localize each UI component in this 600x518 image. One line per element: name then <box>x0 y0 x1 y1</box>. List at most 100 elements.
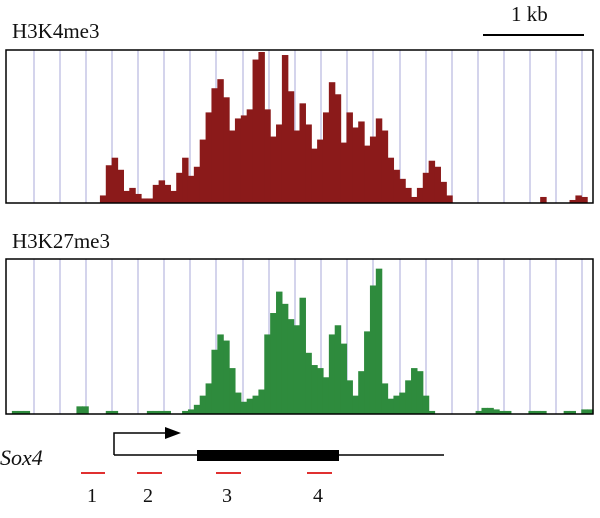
h3k4me3-signal-bar <box>217 79 224 203</box>
fragment-label-2: 2 <box>143 485 153 507</box>
h3k4me3-signal-bar <box>264 109 271 203</box>
h3k27me3-signal-bar <box>246 398 254 414</box>
h3k4me3-signal-bar <box>123 190 130 203</box>
h3k27me3-signal-bar <box>587 409 594 414</box>
h3k27me3-signal-bar <box>17 410 25 414</box>
h3k27me3-signal-bar <box>287 319 295 414</box>
h3k27me3-signal-bar <box>487 407 494 414</box>
h3k27me3-signal-bar <box>399 392 406 414</box>
tss-arrow-line <box>113 432 165 455</box>
h3k4me3-signal-bar <box>117 169 124 203</box>
h3k27me3-signal-bar <box>475 410 483 414</box>
h3k27me3-signal-bar <box>199 395 207 414</box>
h3k27me3-signal-bar <box>223 340 230 414</box>
h3k4me3-signal-bar <box>575 195 582 203</box>
h3k27me3-signal-bar <box>311 365 318 414</box>
h3k4me3-signal-bar <box>581 196 588 203</box>
h3k27me3-signal-bar <box>146 410 154 414</box>
scale-bar-label: 1 kb <box>511 2 548 26</box>
h3k4me3-signal-bar <box>164 184 171 203</box>
h3k4me3-signal-bar <box>281 55 289 203</box>
h3k27me3-signal-bar <box>270 313 277 414</box>
h3k4me3-signal-bar <box>135 193 142 203</box>
h3k4me3-signal-bar <box>346 112 353 203</box>
h3k4me3-signal-bar <box>252 59 260 203</box>
h3k4me3-signal-bar <box>187 175 195 203</box>
h3k27me3-signal-bar <box>581 409 588 414</box>
h3k4me3-signal-bar <box>199 139 207 203</box>
track-title-h3k4me3: H3K4me3 <box>12 19 100 43</box>
h3k4me3-signal-bar <box>369 136 377 203</box>
h3k27me3-signal-bar <box>82 406 89 414</box>
h3k4me3-signal-bar <box>240 115 248 203</box>
h3k4me3-signal-bar <box>152 184 160 203</box>
h3k4me3-signal-bar <box>434 166 441 203</box>
h3k27me3-signal-bar <box>364 331 371 414</box>
h3k27me3-signal-bar <box>229 368 236 414</box>
h3k4me3-signal-bar <box>352 127 359 203</box>
h3k4me3-signal-bar <box>440 181 447 203</box>
h3k27me3-signal-bar <box>111 410 119 414</box>
h3k4me3-signal-bar <box>111 157 119 203</box>
h3k27me3-signal-bar <box>234 392 242 414</box>
h3k27me3-signal-bar <box>528 410 535 414</box>
h3k27me3-signal-bar <box>352 395 359 414</box>
fragment-label-3: 3 <box>222 485 232 507</box>
h3k27me3-signal-bar <box>504 410 512 414</box>
h3k4me3-signal-bar <box>393 169 400 203</box>
h3k4me3-signal-bar <box>287 91 295 203</box>
h3k27me3-signal-bar <box>499 410 506 414</box>
h3k4me3-signal-bar <box>146 198 154 203</box>
h3k4me3-signal-bar <box>416 187 424 203</box>
h3k4me3-signal-bar <box>446 195 453 203</box>
h3k27me3-signal-bar <box>322 377 330 414</box>
h3k27me3-signal-bar <box>334 325 342 414</box>
h3k27me3-signal-bar <box>23 410 31 414</box>
h3k4me3-signal-bar <box>299 103 306 203</box>
h3k27me3-signal-bar <box>428 410 436 414</box>
h3k4me3-signal-bar <box>328 82 336 203</box>
h3k4me3-signal-bar <box>182 157 189 203</box>
fragment-label-4: 4 <box>313 485 323 507</box>
h3k4me3-signal-bar <box>569 199 576 203</box>
h3k27me3-signal-bar <box>481 407 488 414</box>
h3k27me3-signal-bar <box>182 410 189 414</box>
h3k27me3-signal-bar <box>422 395 430 414</box>
h3k27me3-signal-bar <box>252 395 260 414</box>
h3k4me3-signal-bar <box>375 118 383 203</box>
h3k4me3-signal-bar <box>293 130 301 203</box>
h3k27me3-signal-bar <box>193 404 201 414</box>
gene-model <box>113 427 444 461</box>
h3k27me3-signal-bar <box>411 368 418 414</box>
h3k27me3-signal-bar <box>240 401 248 414</box>
h3k27me3-signal-bar <box>158 410 166 414</box>
h3k4me3-signal-bar <box>176 172 183 203</box>
h3k4me3-signal-bar <box>129 187 136 203</box>
h3k27me3-signal-bar <box>187 409 195 414</box>
h3k27me3-signal-bar <box>493 409 500 414</box>
h3k27me3-signal-bar <box>211 349 218 414</box>
h3k27me3-signal-bar <box>387 398 395 414</box>
h3k27me3-signal-bar <box>76 406 83 414</box>
h3k27me3-signal-bar <box>369 285 377 414</box>
h3k4me3-signal-bar <box>246 109 254 203</box>
h3k27me3-panel-frame <box>5 258 594 415</box>
gene-name-label: Sox4 <box>0 445 43 470</box>
h3k4me3-signal-bar <box>223 97 230 203</box>
h3k4me3-signal-bar <box>305 124 312 203</box>
h3k4me3-signal-bar <box>422 172 430 203</box>
h3k27me3-signal-bar <box>534 410 541 414</box>
h3k4me3-track <box>5 49 594 204</box>
h3k4me3-signal-bar <box>399 178 406 203</box>
h3k4me3-signal-bar <box>364 145 371 203</box>
h3k4me3-signal-bar <box>229 130 236 203</box>
tss-arrow-head <box>165 427 181 439</box>
h3k4me3-signal-bar <box>105 165 113 203</box>
h3k27me3-signal-bar <box>358 371 365 414</box>
h3k4me3-signal-bar <box>387 157 395 203</box>
h3k4me3-signal-bar <box>322 112 330 203</box>
h3k4me3-signal-bar <box>428 160 436 203</box>
track-title-h3k27me3: H3K27me3 <box>12 229 110 253</box>
h3k4me3-signal-bar <box>211 88 218 203</box>
